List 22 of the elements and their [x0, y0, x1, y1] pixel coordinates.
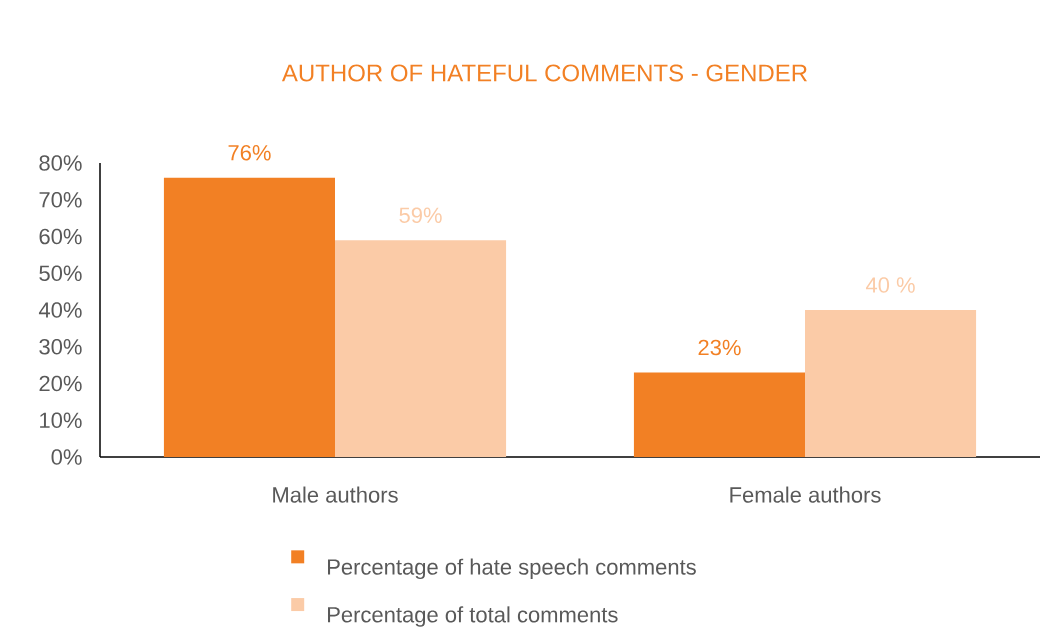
y-tick-label: 70% [39, 191, 82, 208]
x-tick-label: Female authors [730, 486, 881, 503]
y-tick-label: 10% [40, 412, 82, 429]
y-tick-label: 20% [39, 375, 82, 392]
y-tick-label: 80% [39, 155, 82, 171]
y-tick-label: 60% [39, 228, 82, 245]
data-label: 76% [228, 144, 271, 161]
bar [335, 240, 507, 457]
y-tick-label: 50% [39, 265, 82, 282]
bar [633, 372, 806, 457]
bar [163, 177, 335, 457]
y-tick-label: 30% [39, 338, 82, 355]
legend-label: Percentage of hate speech comments [328, 558, 696, 580]
bar [805, 310, 977, 457]
x-tick-label: Male authors [273, 486, 398, 503]
y-tick-label: 40% [38, 302, 82, 318]
legend-label: Percentage of total comments [328, 606, 618, 627]
data-label: 59% [399, 207, 442, 223]
chart-title: AUTHOR OF HATEFUL COMMENTS - GENDER [281, 64, 807, 82]
data-label: 23% [698, 339, 741, 356]
data-label: 40 % [865, 277, 915, 293]
y-tick-label: 0% [51, 449, 82, 465]
